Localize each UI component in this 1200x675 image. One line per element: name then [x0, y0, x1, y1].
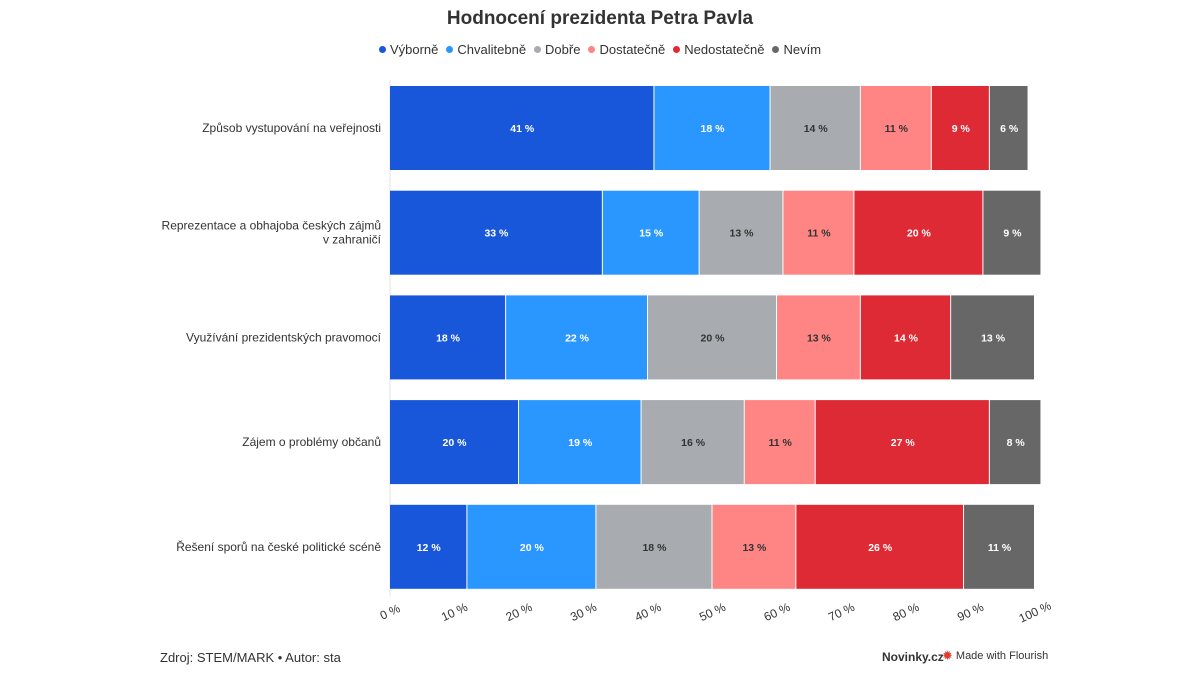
- data-label: 18 %: [436, 332, 461, 344]
- data-label: 13 %: [807, 332, 832, 344]
- brand-label: Novinky.cz: [882, 650, 944, 664]
- data-label: 8 %: [1007, 437, 1026, 449]
- data-label: 13 %: [742, 542, 767, 554]
- data-label: 22 %: [565, 332, 590, 344]
- x-tick-label: 0 %: [378, 601, 403, 623]
- flourish-star-icon: ✹: [942, 649, 953, 662]
- x-tick-label: 30 %: [568, 600, 599, 624]
- data-label: 15 %: [639, 228, 664, 240]
- x-tick-label: 60 %: [762, 600, 793, 624]
- data-label: 20 %: [907, 228, 932, 240]
- x-tick-label: 10 %: [439, 600, 470, 624]
- data-label: 41 %: [510, 123, 535, 135]
- category-label-line: Reprezentace a obhajoba českých zájmů: [162, 219, 381, 233]
- data-label: 27 %: [891, 437, 916, 449]
- data-label: 11 %: [769, 437, 793, 449]
- category-label: Reprezentace a obhajoba českých zájmů v z…: [162, 219, 382, 247]
- x-tick-label: 50 %: [697, 600, 728, 624]
- data-label: 11 %: [988, 542, 1012, 554]
- data-label: 11 %: [885, 123, 909, 135]
- data-label: 13 %: [730, 228, 755, 240]
- x-tick-label: 70 %: [826, 600, 857, 624]
- data-label: 18 %: [642, 542, 667, 554]
- x-tick-label: 40 %: [633, 600, 664, 624]
- category-label-line: Zájem o problémy občanů: [242, 435, 381, 449]
- category-label-line: v zahraničí: [323, 233, 382, 247]
- x-tick-label: 20 %: [504, 600, 535, 624]
- data-label: 26 %: [868, 542, 893, 554]
- data-label: 9 %: [952, 123, 971, 135]
- category-label-line: Způsob vystupování na veřejnosti: [202, 121, 381, 135]
- data-label: 13 %: [981, 332, 1006, 344]
- data-label: 19 %: [568, 437, 593, 449]
- data-label: 14 %: [894, 332, 919, 344]
- category-label-line: Řešení sporů na české politické scéně: [176, 539, 381, 554]
- data-label: 12 %: [417, 542, 442, 554]
- x-tick-label: 80 %: [891, 600, 922, 624]
- data-label: 20 %: [520, 542, 545, 554]
- x-tick-label: 100 %: [1017, 598, 1054, 625]
- flourish-label: Made with Flourish: [956, 650, 1048, 662]
- flourish-credit[interactable]: ✹ Made with Flourish: [942, 649, 1048, 662]
- data-label: 6 %: [1000, 123, 1019, 135]
- data-label: 16 %: [681, 437, 706, 449]
- category-label: Řešení sporů na české politické scéně: [176, 539, 381, 554]
- data-label: 33 %: [484, 228, 509, 240]
- data-label: 9 %: [1003, 228, 1022, 240]
- category-label: Způsob vystupování na veřejnosti: [202, 121, 381, 135]
- data-label: 20 %: [701, 332, 726, 344]
- category-label-line: Využívání prezidentských pravomocí: [186, 330, 382, 344]
- data-label: 20 %: [443, 437, 468, 449]
- category-label: Využívání prezidentských pravomocí: [186, 330, 382, 344]
- data-label: 18 %: [701, 123, 726, 135]
- chart-plot: Způsob vystupování na veřejnosti 41 % 18 %…: [0, 0, 1200, 640]
- data-label: 14 %: [804, 123, 829, 135]
- x-tick-label: 90 %: [955, 600, 986, 624]
- data-label: 11 %: [807, 228, 831, 240]
- source-note: Zdroj: STEM/MARK • Autor: sta: [160, 650, 341, 665]
- category-label: Zájem o problémy občanů: [242, 435, 381, 449]
